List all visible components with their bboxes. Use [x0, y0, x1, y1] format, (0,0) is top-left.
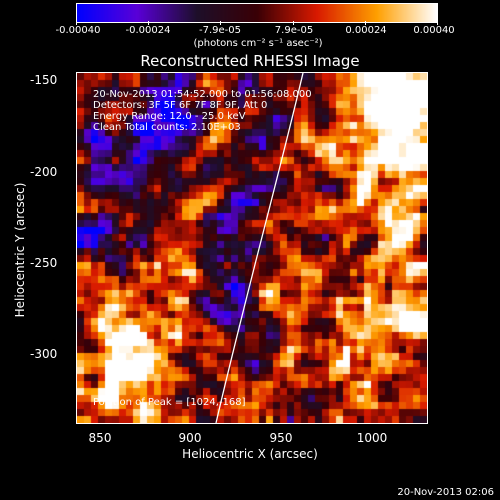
colorbar-tick-label: 7.9e-05: [274, 25, 314, 36]
rhessi-image: [77, 73, 427, 423]
y-tick-label: -200: [30, 165, 58, 179]
colorbar-tick: [220, 21, 221, 25]
colorbar-tick-label: -0.00040: [55, 25, 101, 36]
info-time-range: 20-Nov-2013 01:54:52.000 to 01:56:08.000: [93, 89, 312, 100]
timestamp: 20-Nov-2013 02:06: [397, 487, 494, 498]
y-axis-label: Heliocentric Y (arcsec): [13, 182, 27, 318]
colorbar-tick: [437, 21, 438, 25]
colorbar-tick: [76, 21, 77, 25]
y-tick-label: -150: [30, 73, 58, 87]
y-tick-label: -300: [30, 347, 58, 361]
colorbar-tick: [365, 21, 366, 25]
info-energy-range: Energy Range: 12.0 - 25.0 keV: [93, 111, 246, 122]
image-plot: [76, 72, 428, 424]
colorbar-tick-label: -0.00024: [125, 25, 171, 36]
plot-overlay: [215, 73, 304, 423]
x-axis-label: Heliocentric X (arcsec): [182, 447, 318, 461]
y-tick-label: -250: [30, 256, 58, 270]
x-tick-label: 850: [88, 431, 112, 445]
plot-title: Reconstructed RHESSI Image: [140, 52, 360, 70]
colorbar-tick-label: 0.00040: [413, 25, 455, 36]
colorbar-units: (photons cm⁻² s⁻¹ asec⁻²): [193, 38, 323, 49]
x-tick-label: 900: [178, 431, 202, 445]
colorbar-tick: [293, 21, 294, 25]
colorbar: [76, 3, 438, 23]
info-clean-counts: Clean Total counts: 2.10E+03: [93, 122, 241, 133]
x-tick-label: 950: [269, 431, 293, 445]
x-tick-label: 1000: [356, 431, 388, 445]
colorbar-tick-label: 0.00024: [345, 25, 387, 36]
colorbar-tick-label: -7.9e-05: [199, 25, 241, 36]
solar-limb-line: [215, 73, 304, 423]
info-detectors: Detectors: 3F 5F 6F 7F 8F 9F, Att 0: [93, 100, 268, 111]
colorbar-tick: [148, 21, 149, 25]
peak-position: Position of Peak = [1024,-168]: [93, 397, 246, 408]
